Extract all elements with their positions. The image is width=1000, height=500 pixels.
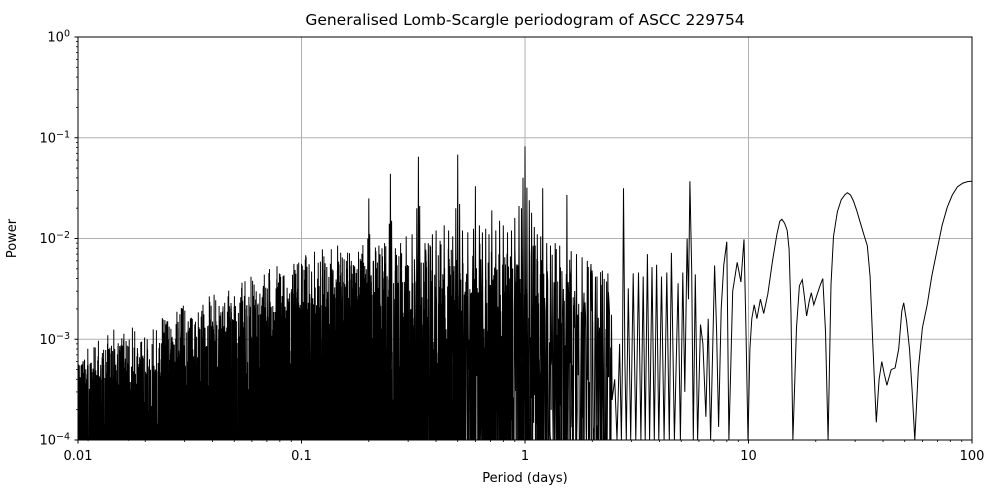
y-tick-label: 100 (47, 29, 70, 46)
x-tick-label: 100 (960, 449, 985, 464)
x-tick-label: 10 (740, 449, 757, 464)
x-tick-label: 1 (521, 449, 529, 464)
axis-ticks: 0.01 0.1 1 10 100 100 10−1 10−2 10−3 10−4 (39, 29, 984, 465)
x-axis-label: Period (days) (482, 471, 568, 486)
y-tick-label: 10−3 (39, 331, 70, 348)
plot-contents: 0.01 0.1 1 10 100 100 10−1 10−2 10−3 10−4 (39, 29, 984, 465)
y-axis-label: Power (5, 218, 20, 258)
y-tick-label: 10−2 (39, 230, 70, 247)
y-tick-label: 10−1 (39, 129, 70, 146)
x-tick-label: 0.1 (291, 449, 312, 464)
x-tick-label: 0.01 (64, 449, 93, 464)
y-tick-label: 10−4 (39, 432, 70, 449)
chart-title: Generalised Lomb-Scargle periodogram of … (305, 11, 744, 29)
periodogram-curve (77, 146, 973, 442)
